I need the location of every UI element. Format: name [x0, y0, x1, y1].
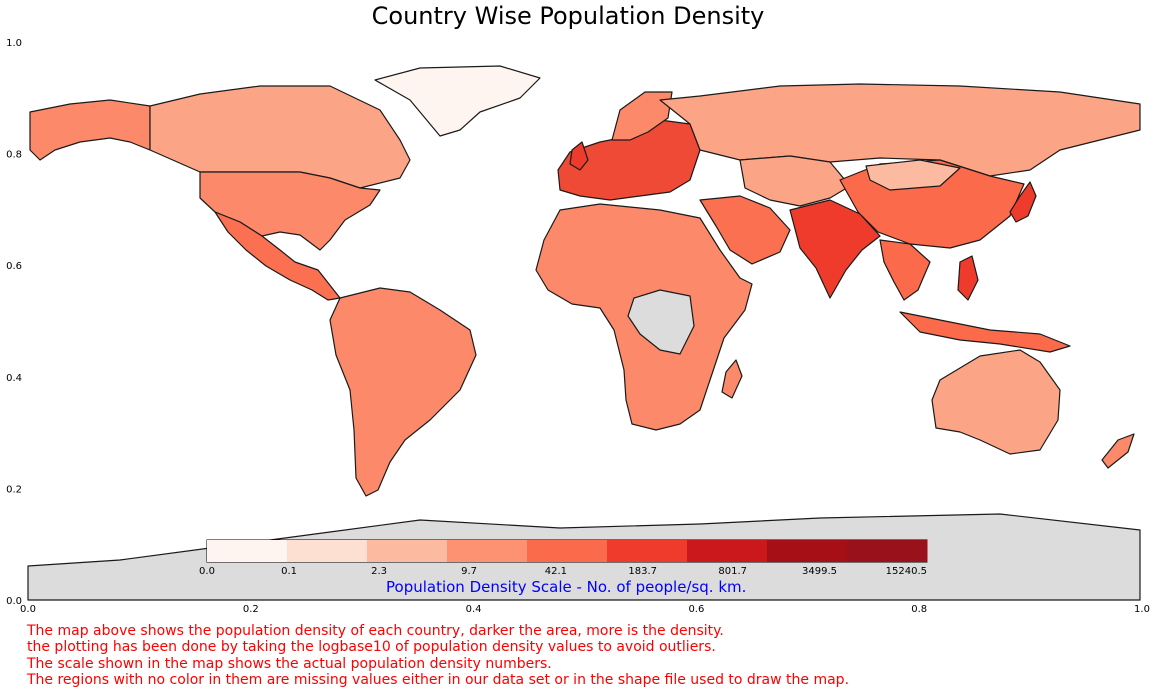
y-tick-label: 0.0 — [6, 596, 22, 607]
region-south-america — [329, 287, 477, 497]
colorbar-swatches — [207, 540, 928, 562]
y-tick-label: 0.6 — [6, 261, 22, 272]
colorbar-tick-labels: 0.0 0.1 2.3 9.7 42.1 183.7 801.7 3499.5 15240.5 — [199, 566, 927, 577]
colorbar-swatch — [367, 540, 448, 562]
colorbar-tick-label: 42.1 — [545, 566, 567, 577]
region-philippines — [957, 255, 979, 301]
colorbar-tick-label: 2.3 — [371, 566, 387, 577]
colorbar-tick-label: 0.1 — [281, 566, 297, 577]
y-tick-label: 0.8 — [6, 150, 22, 161]
colorbar-tick-label: 183.7 — [628, 566, 657, 577]
region-japan — [1009, 181, 1037, 223]
region-alaska — [29, 99, 151, 161]
y-tick-label: 1.0 — [6, 38, 22, 49]
region-greenland — [374, 65, 541, 137]
world-map: 0.0 0.1 2.3 9.7 42.1 183.7 801.7 3499.5 15240.5 … — [6, 38, 1150, 615]
colorbar-tick-label: 801.7 — [718, 566, 747, 577]
land-masses — [27, 65, 1141, 601]
colorbar-tick-label: 15240.5 — [886, 566, 927, 577]
colorbar-swatch — [287, 540, 368, 562]
colorbar-swatch — [687, 540, 768, 562]
region-india — [789, 199, 881, 299]
note-line: the plotting has been done by taking the… — [27, 639, 716, 656]
map-title: Country Wise Population Density — [371, 2, 765, 30]
colorbar-swatch — [527, 540, 608, 562]
x-tick-label: 0.2 — [243, 604, 259, 615]
note-line: The regions with no color in them are mi… — [27, 672, 850, 689]
note-line: The map above shows the population densi… — [27, 623, 724, 639]
colorbar-swatch — [847, 540, 928, 562]
y-axis-ticks: 0.0 0.2 0.4 0.6 0.8 1.0 — [6, 38, 22, 607]
x-tick-label: 0.8 — [911, 604, 927, 615]
region-new-zealand — [1101, 433, 1135, 469]
colorbar-title: Population Density Scale - No. of people… — [386, 578, 747, 596]
x-axis-ticks: 0.0 0.2 0.4 0.6 0.8 1.0 — [20, 604, 1150, 615]
region-central-africa-missing — [627, 289, 695, 355]
region-southeast-asia — [879, 239, 931, 301]
region-middle-east — [699, 195, 791, 265]
region-madagascar — [721, 359, 743, 399]
y-tick-label: 0.2 — [6, 484, 22, 495]
region-indonesia — [899, 311, 1071, 353]
region-australia — [931, 349, 1061, 455]
x-tick-label: 0.6 — [688, 604, 704, 615]
note-line: The scale shown in the map shows the act… — [27, 655, 552, 672]
colorbar-tick-label: 3499.5 — [802, 566, 837, 577]
colorbar-swatch — [607, 540, 688, 562]
colorbar-swatch — [767, 540, 848, 562]
x-tick-label: 1.0 — [1134, 604, 1150, 615]
region-mongolia — [865, 159, 961, 191]
x-tick-label: 0.4 — [466, 604, 482, 615]
colorbar-tick-label: 9.7 — [461, 566, 477, 577]
region-central-asia — [739, 155, 851, 207]
region-mexico — [214, 211, 341, 301]
colorbar-tick-label: 0.0 — [199, 566, 215, 577]
colorbar: 0.0 0.1 2.3 9.7 42.1 183.7 801.7 3499.5 15240.5 — [199, 539, 928, 577]
notes-block: The map above shows the population densi… — [27, 623, 849, 689]
x-tick-label: 0.0 — [20, 604, 36, 615]
y-tick-label: 0.4 — [6, 373, 22, 384]
region-uk — [569, 141, 589, 171]
colorbar-swatch — [207, 540, 288, 562]
colorbar-swatch — [447, 540, 528, 562]
